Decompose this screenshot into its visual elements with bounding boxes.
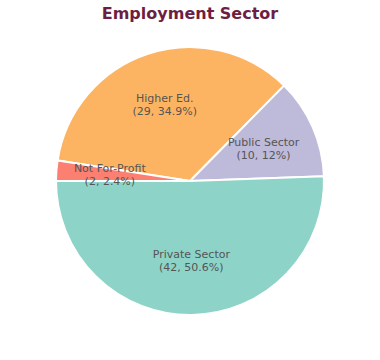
pie — [56, 47, 324, 315]
slice-label: Not For-Profit — [74, 162, 147, 175]
slice-label: Private Sector — [153, 248, 231, 261]
slice-value-label: (2, 2.4%) — [85, 175, 136, 188]
slice-label: Public Sector — [228, 136, 300, 149]
title: Employment Sector — [102, 4, 279, 23]
slice-value-label: (42, 50.6%) — [159, 261, 224, 274]
pie-slice — [56, 176, 324, 315]
slice-value-label: (10, 12%) — [237, 149, 291, 162]
slice-label: Higher Ed. — [136, 92, 194, 105]
pie-slice — [190, 86, 324, 181]
slice-value-label: (29, 34.9%) — [132, 105, 197, 118]
chart: Employment Sector Higher Ed.(29, 34.9%) Pu… — [0, 0, 380, 360]
data-labels: Higher Ed.(29, 34.9%) Public Sector(10, 1… — [74, 92, 300, 275]
